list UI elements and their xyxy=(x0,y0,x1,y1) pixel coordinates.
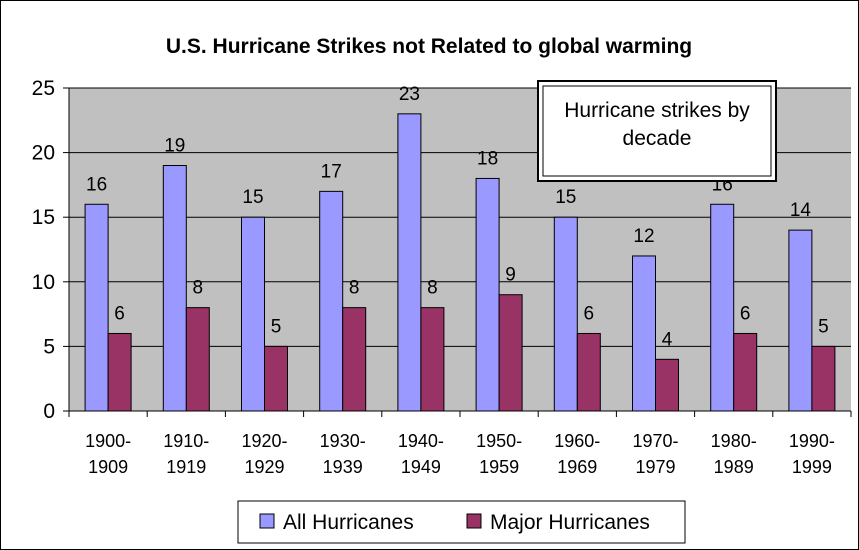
bar-major-hurricanes xyxy=(576,332,601,412)
x-tick-label: 1950- xyxy=(476,431,522,451)
x-tick-label: 1920- xyxy=(241,431,287,451)
bar-all-hurricanes xyxy=(710,203,735,412)
bar-all-hurricanes xyxy=(319,190,344,412)
data-label: 18 xyxy=(477,148,498,169)
bar-all-hurricanes xyxy=(788,229,813,412)
legend-box xyxy=(237,500,686,544)
bar-major-hurricanes xyxy=(342,307,367,412)
y-tick-label: 15 xyxy=(32,206,55,229)
bar-major-hurricanes xyxy=(107,332,132,412)
bar-all-hurricanes xyxy=(162,165,187,412)
bar-major-hurricanes xyxy=(420,307,445,412)
data-label: 5 xyxy=(818,316,829,337)
x-tick-label: 1930- xyxy=(320,431,366,451)
x-tick-label: 1929 xyxy=(244,457,284,477)
x-tick-label: 1910- xyxy=(163,431,209,451)
legend-label-all-hurricanes: All Hurricanes xyxy=(283,511,414,534)
x-tick-label: 1960- xyxy=(554,431,600,451)
bar-all-hurricanes xyxy=(475,177,500,412)
bar-major-hurricanes xyxy=(811,345,836,412)
bar-major-hurricanes xyxy=(264,345,288,412)
x-tick-label: 1980- xyxy=(711,431,757,451)
data-label: 17 xyxy=(321,161,342,182)
data-label: 19 xyxy=(164,136,185,157)
legend-label-major-hurricanes: Major Hurricanes xyxy=(490,511,650,534)
x-tick-label: 1970- xyxy=(632,431,678,451)
y-tick-label: 5 xyxy=(43,335,55,358)
x-tick-label: 1940- xyxy=(398,431,444,451)
data-label: 6 xyxy=(584,303,595,324)
data-label: 12 xyxy=(633,226,654,247)
x-tick-label: 1959 xyxy=(479,457,519,477)
data-label: 8 xyxy=(427,278,438,299)
bar-major-hurricanes xyxy=(655,358,679,412)
bar-all-hurricanes xyxy=(553,216,578,412)
y-tick-label: 0 xyxy=(43,400,55,423)
bar-all-hurricanes xyxy=(397,113,422,412)
x-tick-label: 1990- xyxy=(789,431,835,451)
data-label: 8 xyxy=(193,278,204,299)
data-label: 8 xyxy=(349,278,360,299)
data-label: 23 xyxy=(399,84,420,105)
bar-major-hurricanes xyxy=(185,307,210,412)
data-label: 16 xyxy=(86,174,107,195)
axes: 0 5 10 15 20 25 1900- 1909 1910- 1919 1920- 1929 193… xyxy=(32,77,852,477)
bar-all-hurricanes xyxy=(241,216,265,412)
y-tick-label: 10 xyxy=(32,271,55,294)
annotation-text: Hurricane strikes by decade xyxy=(564,99,750,150)
data-label: 6 xyxy=(114,303,125,324)
legend-swatch-major-hurricanes xyxy=(466,513,482,529)
x-tick-label: 1939 xyxy=(323,457,363,477)
y-tick-label: 25 xyxy=(32,77,55,100)
data-label: 5 xyxy=(271,316,282,337)
data-label: 15 xyxy=(555,187,576,208)
x-tick-label: 1949 xyxy=(401,457,441,477)
x-tick-label: 1969 xyxy=(557,457,597,477)
legend-swatch-all-hurricanes xyxy=(259,513,275,529)
bar-major-hurricanes xyxy=(733,332,758,412)
annotation-box: Hurricane strikes by decade xyxy=(537,80,777,182)
x-tick-label: 1979 xyxy=(635,457,675,477)
data-label: 15 xyxy=(242,187,263,208)
x-tick-label: 1900- xyxy=(85,431,131,451)
x-tick-label: 1919 xyxy=(166,457,206,477)
data-label: 9 xyxy=(505,265,516,286)
bar-major-hurricanes xyxy=(498,294,523,412)
x-tick-label: 1909 xyxy=(88,457,128,477)
x-tick-label: 1989 xyxy=(714,457,754,477)
chart-title: U.S. Hurricane Strikes not Related to gl… xyxy=(166,35,692,58)
bar-all-hurricanes xyxy=(84,203,109,412)
bar-all-hurricanes xyxy=(632,255,656,412)
x-tick-label: 1999 xyxy=(792,457,832,477)
y-tick-label: 20 xyxy=(32,142,55,165)
legend: All Hurricanes Major Hurricanes xyxy=(237,500,686,544)
data-label: 4 xyxy=(662,329,673,350)
data-label: 6 xyxy=(740,303,751,324)
data-label: 14 xyxy=(790,200,812,221)
